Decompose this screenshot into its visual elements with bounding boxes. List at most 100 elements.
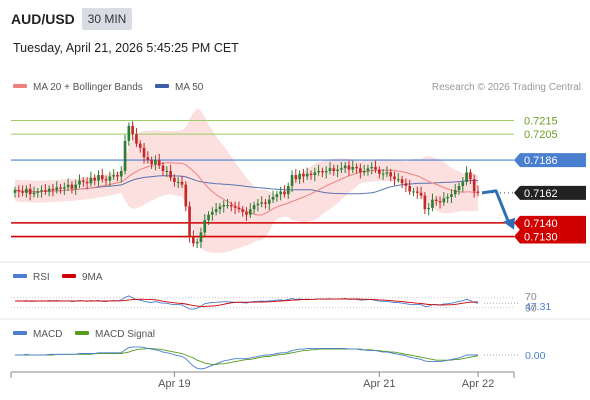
candle-body (13, 190, 17, 193)
candle-body (450, 194, 453, 197)
candle-body (70, 184, 74, 189)
macd-legend-label: MACD (33, 329, 62, 340)
candle-body (157, 160, 161, 166)
candle (302, 168, 305, 183)
candle (203, 213, 207, 236)
forecast-arrow (481, 189, 515, 230)
candle (298, 170, 301, 184)
candle-body (317, 170, 320, 173)
ma20-swatch (13, 84, 27, 88)
candle (465, 166, 468, 186)
candle (476, 185, 480, 197)
candle-body (21, 191, 24, 193)
candle (317, 164, 320, 176)
candle (457, 182, 461, 195)
candle-body (321, 170, 324, 173)
candle-body (51, 188, 55, 191)
candle (211, 207, 214, 221)
timestamp: Tuesday, April 21, 2026 5:45:25 PM CET (13, 41, 239, 55)
candle-body (446, 196, 449, 199)
candle (271, 190, 275, 204)
candle (290, 170, 294, 193)
rsi-level-70: 70 (525, 291, 537, 303)
candle (377, 166, 381, 179)
candle-body (442, 198, 446, 203)
candle-body (176, 181, 180, 183)
candle-body (400, 179, 404, 184)
candle (286, 182, 290, 199)
candle (176, 177, 180, 189)
candle-body (260, 202, 264, 204)
candle (419, 186, 423, 199)
candle-body (275, 194, 279, 197)
candle-body (47, 188, 51, 192)
candle-body (169, 170, 172, 178)
candle-body (366, 168, 370, 171)
candle (313, 167, 317, 182)
candle (340, 162, 343, 174)
support-label: 0.7140 (524, 218, 558, 230)
candle-body (233, 206, 237, 208)
candle (21, 185, 24, 197)
x-tick-label: Apr 22 (462, 378, 494, 390)
candle (78, 174, 81, 189)
candle-body (434, 199, 438, 202)
ma50-legend-label: MA 50 (175, 82, 204, 93)
candle (154, 155, 157, 171)
candle-body (85, 181, 89, 184)
candle-body (123, 140, 127, 171)
candle-body (184, 184, 188, 207)
candle-body (336, 169, 339, 171)
candle-body (283, 191, 286, 195)
candle (180, 175, 184, 189)
candle (309, 170, 313, 180)
candle (150, 156, 153, 169)
candle (431, 193, 434, 212)
candle-body (40, 190, 43, 192)
candle (135, 127, 138, 148)
candle (374, 160, 377, 174)
candle (442, 192, 446, 206)
candle-body (81, 180, 85, 182)
candle (127, 122, 131, 146)
candle (161, 162, 165, 176)
candle (385, 166, 389, 178)
candle-body (211, 211, 214, 215)
candle-body (340, 168, 343, 170)
candle (279, 186, 282, 201)
timeframe-button[interactable]: 30 MIN (82, 8, 132, 30)
candle-body (472, 179, 476, 192)
candle-body (146, 157, 150, 161)
candle (199, 227, 203, 249)
candle (381, 168, 385, 180)
candle (169, 164, 172, 182)
candle (453, 183, 457, 198)
macd-signal-swatch (75, 331, 89, 335)
candle-body (195, 241, 199, 244)
pivot-label: 0.7186 (524, 155, 558, 167)
candle (93, 174, 97, 186)
candle-body (343, 165, 347, 169)
candle (438, 196, 442, 209)
rsi-ma-swatch (62, 274, 76, 278)
candle-body (222, 205, 226, 207)
candle (423, 192, 427, 214)
rsi-value-label: 47.31 (525, 301, 551, 313)
rsi-swatch (13, 274, 27, 278)
candle-body (237, 207, 241, 210)
time-axis: Apr 19 Apr 21 Apr 22 (10, 371, 515, 390)
candle (324, 166, 328, 179)
candle-body (192, 236, 195, 244)
forecast-path (481, 189, 512, 227)
candle-body (116, 175, 119, 177)
candle (267, 194, 271, 210)
candle (275, 190, 279, 202)
rsi-level-30: 30 (525, 302, 537, 314)
candle-body (203, 220, 207, 233)
candle (264, 198, 267, 209)
candle-body (229, 205, 233, 207)
rsi-panel: RSI 9MA 70 30 47.31 (11, 272, 551, 314)
candle (412, 188, 415, 197)
candle (13, 186, 17, 198)
candle-body (305, 173, 309, 177)
